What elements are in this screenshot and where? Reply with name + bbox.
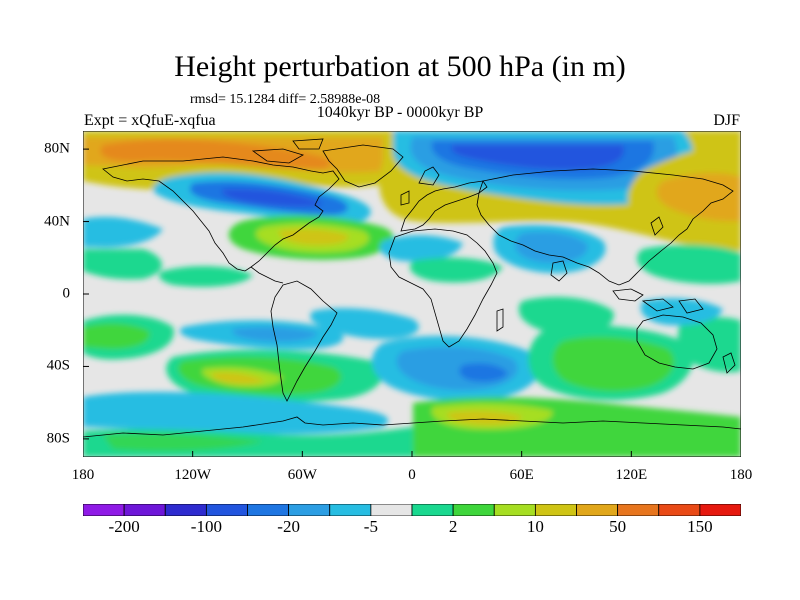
colorbar-label: -20 bbox=[277, 517, 300, 536]
colorbar-swatch bbox=[205, 504, 248, 516]
colorbar-swatch bbox=[370, 504, 413, 516]
colorbar-label: 50 bbox=[609, 517, 627, 536]
colorbar-swatch bbox=[164, 504, 207, 516]
lon-tick-label: 180 bbox=[71, 467, 95, 483]
colorbar-label: -5 bbox=[363, 517, 378, 536]
axis-tick-marks bbox=[83, 148, 741, 457]
coastlines bbox=[83, 138, 741, 438]
colorbar-label: -200 bbox=[108, 517, 140, 536]
colorbar-swatch bbox=[534, 504, 577, 516]
colorbar-swatch bbox=[617, 504, 660, 516]
colorbar bbox=[83, 504, 741, 516]
colorbar-swatch bbox=[576, 504, 619, 516]
colorbar-swatch bbox=[247, 504, 290, 516]
colorbar-label: 150 bbox=[687, 517, 713, 536]
colorbar-swatch bbox=[411, 504, 454, 516]
lon-tick-label: 180 bbox=[729, 467, 753, 483]
colorbar-label: -100 bbox=[190, 517, 222, 536]
colorbar-swatch bbox=[658, 504, 701, 516]
lat-tick-label: 80N bbox=[44, 140, 70, 157]
colorbar-swatch bbox=[493, 504, 536, 516]
colorbar-swatch bbox=[83, 504, 125, 516]
lon-tick-label: 60E bbox=[509, 467, 534, 483]
lon-tick-label: 0 bbox=[408, 467, 416, 483]
colorbar-swatch bbox=[452, 504, 495, 516]
contour-fill-field bbox=[83, 131, 741, 457]
rmsd-diff-stats: rmsd= 15.1284 diff= 2.58988e-08 bbox=[190, 92, 381, 107]
time-period-label: 1040kyr BP - 0000kyr BP bbox=[316, 104, 484, 121]
height-perturbation-map bbox=[83, 131, 741, 457]
map-title: Height perturbation at 500 hPa (in m) bbox=[174, 50, 626, 83]
colorbar-swatch bbox=[699, 504, 741, 516]
lat-tick-label: 80S bbox=[46, 430, 70, 447]
lon-tick-label: 120E bbox=[615, 467, 648, 483]
colorbar-swatch bbox=[123, 504, 166, 516]
lat-tick-label: 40S bbox=[46, 357, 70, 374]
lon-tick-label: 120W bbox=[174, 467, 211, 483]
lat-tick-label: 0 bbox=[62, 285, 71, 302]
colorbar-swatch bbox=[329, 504, 372, 516]
colorbar-swatch bbox=[288, 504, 331, 516]
colorbar-label: 2 bbox=[448, 517, 458, 536]
lon-tick-label: 60W bbox=[287, 467, 317, 483]
lat-tick-label: 40N bbox=[44, 213, 70, 230]
season-label: DJF bbox=[713, 112, 740, 129]
colorbar-label: 10 bbox=[526, 517, 544, 536]
experiment-label: Expt = xQfuE-xqfua bbox=[84, 112, 216, 129]
